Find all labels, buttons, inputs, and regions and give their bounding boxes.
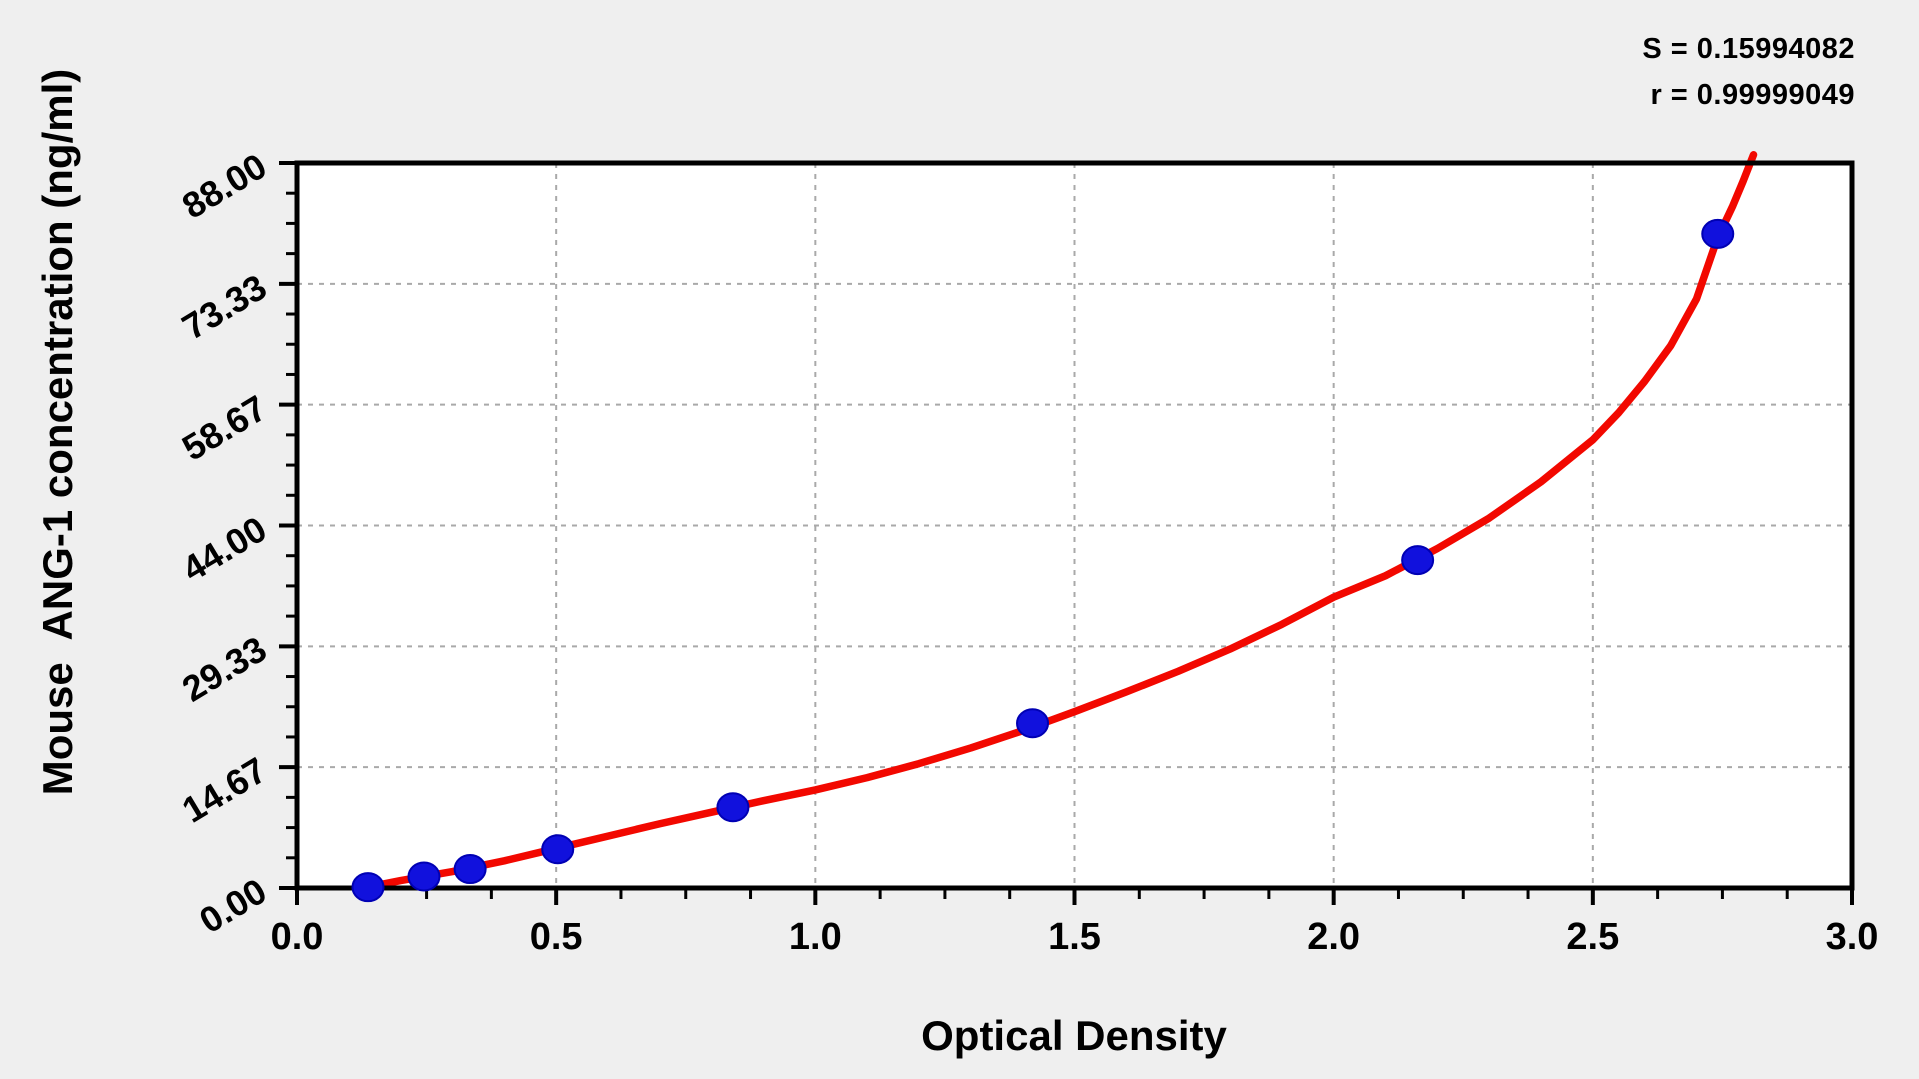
stat-r-value: r = 0.99999049 — [1650, 79, 1855, 111]
x-tick-label: 2.5 — [1566, 916, 1620, 958]
plot-area-background — [297, 163, 1852, 888]
fit-statistics: S = 0.15994082 r = 0.99999049 — [1642, 26, 1855, 118]
y-axis-title: Mouse ANG-1 concentration (ng/ml) — [34, 68, 81, 796]
x-tick-label: 3.0 — [1825, 916, 1879, 958]
x-tick-label: 0.0 — [270, 916, 324, 958]
plot-frame — [294, 160, 1855, 891]
data-point — [1701, 218, 1735, 249]
stat-s-value: S = 0.15994082 — [1642, 33, 1855, 65]
data-point — [407, 861, 441, 892]
x-tick-label: 0.5 — [529, 916, 583, 958]
fitted-curve — [359, 151, 1758, 892]
data-point — [453, 854, 487, 885]
data-point — [716, 792, 750, 823]
data-point — [351, 872, 385, 903]
x-tick-label: 2.0 — [1307, 916, 1361, 958]
data-point — [1401, 545, 1435, 576]
data-point — [541, 834, 575, 865]
x-axis-title: Optical Density — [921, 1012, 1227, 1059]
x-tick-label: 1.0 — [788, 916, 842, 958]
x-tick-label: 1.5 — [1048, 916, 1101, 958]
data-point — [1016, 708, 1050, 739]
